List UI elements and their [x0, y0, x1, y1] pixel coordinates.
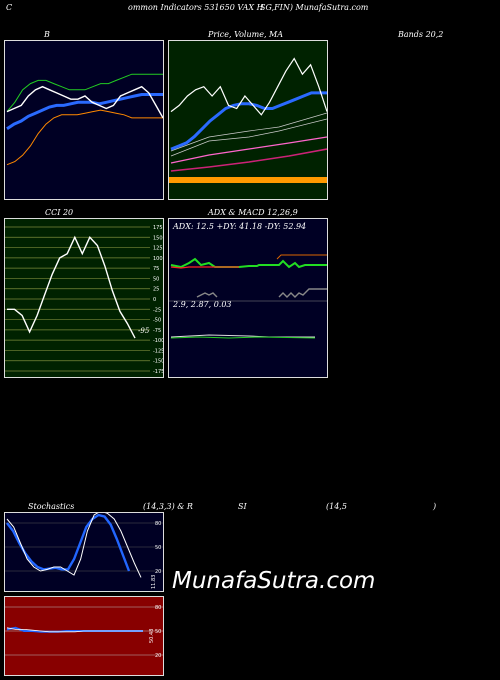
cci-tick: 150 — [153, 235, 163, 241]
stoch-tick: 50 — [155, 545, 161, 551]
adx-grey-line-2 — [278, 288, 327, 298]
adx-grey-line-1 — [196, 292, 218, 298]
cci-tick: 0 — [153, 297, 156, 303]
stochastics-panel: 80 50 20 11.83 — [4, 512, 164, 592]
stochastics-chart: 80 50 20 11.83 — [5, 513, 163, 589]
bollinger-label: B — [44, 30, 50, 39]
macd-signal-line — [170, 336, 316, 339]
macd-readout: 2.9, 2.87, 0.03 — [173, 300, 232, 309]
cci-tick: -100 — [153, 338, 164, 344]
cci-tick: 75 — [153, 266, 159, 272]
stoch-d-line — [6, 513, 131, 572]
stoch-side-value: 11.83 — [151, 575, 157, 589]
cci-tick: 125 — [153, 246, 163, 252]
rsi-tick: 80 — [155, 605, 161, 611]
bollinger-upper-line — [6, 73, 163, 112]
rsi-label: SI — [238, 502, 247, 511]
stoch-tick: 20 — [155, 569, 161, 575]
ma-blue-line — [170, 91, 327, 151]
cci-line — [7, 235, 136, 339]
ma-grey-line-1 — [170, 118, 327, 157]
cci-tick: -175 — [153, 369, 164, 375]
price-line — [170, 57, 327, 116]
cci-panel: 175 150 125 100 75 50 25 0 -25 -50 -75 -100 -125 -150… — [4, 218, 164, 378]
cci-tick: 50 — [153, 276, 159, 282]
bollinger-mid-line — [6, 93, 163, 131]
cci-tick: 25 — [153, 287, 159, 293]
cci-tick: -125 — [153, 348, 164, 354]
rsi-tick: 50 — [155, 629, 161, 635]
adx-macd-panel: ADX: 12.5 +DY: 41.18 -DY: 52.94 2.9, 2.8… — [168, 218, 328, 378]
cci-tick: -150 — [153, 359, 164, 365]
adx-green-line — [170, 257, 327, 269]
rsi-params-close: ) — [433, 502, 437, 511]
header-title-part2: SG,FIN) MunafaSutra.com — [260, 3, 369, 12]
bollinger-lower-line — [6, 109, 163, 166]
cci-tick: -50 — [153, 318, 161, 324]
price-volume-ma-label: Price, Volume, MA — [208, 30, 284, 39]
ma-grey-line-2 — [170, 112, 327, 152]
cci-tick: 175 — [153, 225, 163, 231]
rsi-chart: 80 50 20 50.48 — [5, 605, 163, 659]
adx-readout: ADX: 12.5 +DY: 41.18 -DY: 52.94 — [173, 222, 307, 231]
bollinger-chart — [6, 73, 163, 166]
adx-orange-line — [276, 254, 327, 260]
bollinger-price-line — [6, 85, 163, 119]
bands-label: Bands 20,2 — [398, 30, 444, 39]
macd-line — [170, 334, 315, 338]
watermark: MunafaSutra.com — [172, 568, 376, 594]
stochastics-params: (14,3,3) & R — [143, 502, 193, 511]
price-ma-chart — [169, 57, 327, 183]
adx-macd-chart — [169, 254, 327, 339]
header-title-part1: ommon Indicators 531650 VAX H — [128, 3, 264, 12]
adx-red-line — [170, 266, 239, 269]
rsi-signal-line — [6, 627, 143, 633]
cci-tick: -75 — [153, 328, 161, 334]
ma-magenta-line — [170, 136, 327, 164]
rsi-params: (14,5 — [326, 502, 347, 511]
header-c: C — [6, 3, 13, 12]
price-ma-panel — [168, 40, 328, 200]
bollinger-panel — [4, 40, 164, 200]
rsi-panel: 80 50 20 50.48 — [4, 596, 164, 676]
stochastics-label: Stochastics — [28, 502, 75, 511]
adx-macd-label: ADX & MACD 12,26,9 — [208, 208, 298, 217]
ma-long-line — [170, 148, 327, 172]
rsi-tick: 20 — [155, 653, 161, 659]
cci-tick: -25 — [153, 307, 161, 313]
cci-label: CCI 20 — [45, 208, 74, 217]
cci-current-value: -95 — [138, 327, 150, 335]
stoch-tick: 80 — [155, 521, 161, 527]
stoch-k-line — [6, 513, 142, 578]
rsi-side-value: 50.48 — [149, 629, 155, 643]
cci-chart: 175 150 125 100 75 50 25 0 -25 -50 -75 -100 -125 -150… — [5, 225, 164, 375]
cci-tick: 100 — [153, 256, 163, 262]
volume-bar — [169, 177, 327, 183]
